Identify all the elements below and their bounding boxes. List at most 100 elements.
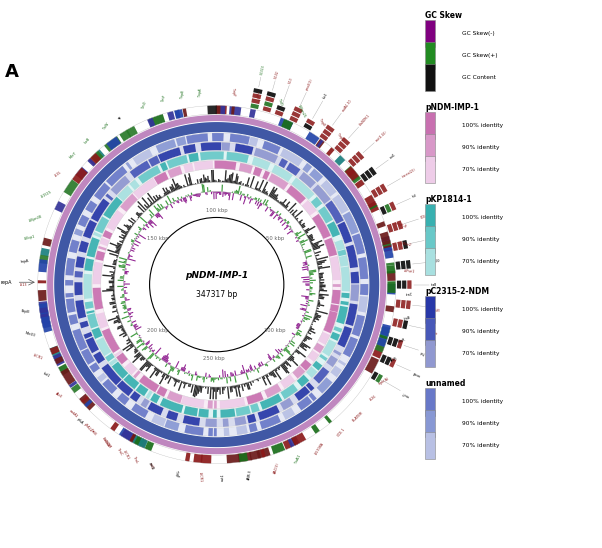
Polygon shape [316, 307, 319, 310]
Polygon shape [140, 231, 141, 232]
Polygon shape [305, 254, 306, 256]
Polygon shape [138, 226, 142, 230]
Polygon shape [195, 183, 196, 185]
Polygon shape [243, 196, 247, 204]
Text: ISPse1: ISPse1 [404, 269, 415, 273]
Polygon shape [258, 405, 280, 420]
Polygon shape [113, 261, 117, 263]
Polygon shape [234, 376, 237, 383]
Polygon shape [253, 198, 255, 199]
Polygon shape [297, 324, 300, 326]
Polygon shape [119, 261, 126, 264]
Polygon shape [175, 184, 179, 190]
Polygon shape [300, 308, 306, 311]
Polygon shape [300, 304, 308, 307]
Polygon shape [121, 234, 126, 237]
Polygon shape [225, 371, 226, 377]
Polygon shape [177, 379, 179, 383]
Polygon shape [148, 155, 160, 167]
Polygon shape [216, 180, 217, 182]
Polygon shape [281, 363, 290, 374]
Polygon shape [119, 241, 123, 243]
Polygon shape [140, 340, 143, 342]
Polygon shape [218, 192, 219, 193]
Polygon shape [162, 187, 167, 196]
Polygon shape [208, 191, 209, 192]
Polygon shape [144, 204, 149, 209]
Polygon shape [148, 221, 152, 225]
Polygon shape [299, 222, 302, 224]
FancyBboxPatch shape [425, 410, 435, 437]
Polygon shape [235, 174, 238, 184]
Text: traB: traB [431, 283, 437, 287]
Polygon shape [122, 240, 124, 242]
Polygon shape [330, 332, 340, 341]
Polygon shape [315, 312, 318, 315]
Polygon shape [282, 222, 286, 226]
Polygon shape [134, 238, 135, 240]
Polygon shape [261, 365, 262, 366]
Polygon shape [112, 310, 118, 313]
Text: TnpB: TnpB [181, 90, 186, 99]
Polygon shape [78, 241, 89, 253]
Text: GC Skew(+): GC Skew(+) [462, 53, 498, 58]
Polygon shape [154, 367, 157, 370]
Polygon shape [296, 231, 302, 236]
Text: IS1515: IS1515 [259, 64, 265, 75]
Polygon shape [54, 356, 64, 364]
Polygon shape [164, 419, 179, 431]
Text: TnpE: TnpE [318, 118, 326, 127]
Polygon shape [325, 201, 344, 224]
Polygon shape [296, 326, 299, 328]
Text: pNDM-IMP-1: pNDM-IMP-1 [425, 103, 479, 112]
Polygon shape [341, 137, 350, 146]
Polygon shape [205, 178, 206, 183]
Polygon shape [126, 264, 131, 266]
Polygon shape [122, 294, 124, 295]
Text: TraL: TraL [132, 456, 138, 464]
Polygon shape [187, 196, 188, 197]
Polygon shape [134, 436, 144, 447]
Polygon shape [147, 206, 149, 208]
Polygon shape [135, 238, 138, 239]
Polygon shape [186, 372, 187, 373]
Polygon shape [318, 272, 324, 275]
Polygon shape [193, 385, 196, 396]
Polygon shape [121, 231, 128, 235]
Polygon shape [305, 260, 307, 262]
Polygon shape [220, 397, 246, 409]
Polygon shape [125, 297, 126, 299]
Polygon shape [92, 327, 102, 339]
Polygon shape [122, 301, 125, 302]
Polygon shape [249, 366, 252, 371]
Polygon shape [256, 447, 270, 459]
Polygon shape [152, 364, 154, 366]
Polygon shape [138, 232, 140, 234]
Text: 200 kbp: 200 kbp [147, 328, 169, 333]
Text: TetO: TetO [141, 101, 147, 110]
Polygon shape [286, 359, 287, 361]
Polygon shape [288, 203, 297, 212]
Polygon shape [232, 181, 234, 184]
Polygon shape [302, 315, 305, 317]
Polygon shape [224, 427, 229, 436]
Polygon shape [160, 204, 164, 209]
Polygon shape [177, 197, 179, 200]
Polygon shape [182, 187, 184, 188]
Polygon shape [136, 353, 141, 358]
Polygon shape [172, 198, 175, 202]
Polygon shape [130, 344, 134, 347]
Polygon shape [262, 106, 272, 112]
Text: AtsR: AtsR [390, 357, 399, 363]
Polygon shape [309, 293, 315, 294]
FancyBboxPatch shape [425, 204, 435, 231]
Polygon shape [131, 243, 133, 245]
Polygon shape [116, 352, 128, 364]
Polygon shape [254, 197, 256, 200]
Polygon shape [118, 254, 119, 255]
Polygon shape [166, 374, 167, 376]
Polygon shape [307, 270, 309, 271]
Polygon shape [199, 376, 200, 378]
Polygon shape [306, 118, 315, 126]
Polygon shape [347, 169, 359, 181]
